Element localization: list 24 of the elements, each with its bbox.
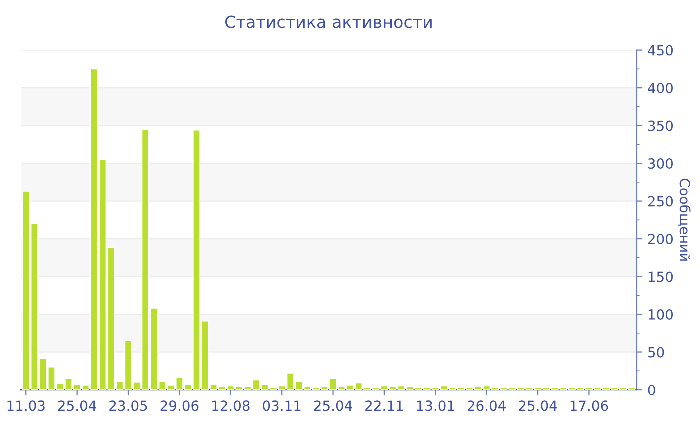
x-tick-label: 29.06 <box>160 400 199 412</box>
y-tick-label: 150 <box>648 272 674 282</box>
x-tick-label: 03.11 <box>263 400 301 412</box>
x-tick-label: 23.05 <box>110 400 148 412</box>
x-tick-label: 22.11 <box>366 400 404 411</box>
x-tick-label: 25.04 <box>519 400 558 412</box>
y-tick-label: 100 <box>648 309 674 320</box>
x-tick-label: 26.04 <box>468 400 506 412</box>
x-tick-label: 25.04 <box>314 400 352 412</box>
y-tick-label: 350 <box>648 120 674 132</box>
y-tick-label: 50 <box>648 347 664 358</box>
x-tick-label: 11.03 <box>8 400 45 412</box>
y-tick-label: 200 <box>648 234 674 245</box>
y-tick-label: 400 <box>648 83 674 94</box>
y-tick-label: 300 <box>648 158 674 170</box>
y-tick-label: 450 <box>648 45 674 56</box>
x-tick-label: 12.08 <box>212 400 250 412</box>
chart-title: Статистика активности <box>226 16 432 28</box>
x-tick-label: 17.06 <box>570 400 608 412</box>
x-tick-label: 13.01 <box>417 400 454 412</box>
y-tick-label: 250 <box>648 196 674 207</box>
x-tick-label: 25.04 <box>58 400 96 412</box>
y-axis-title: Сообщений <box>678 178 691 261</box>
y-tick-label: 0 <box>648 384 656 396</box>
